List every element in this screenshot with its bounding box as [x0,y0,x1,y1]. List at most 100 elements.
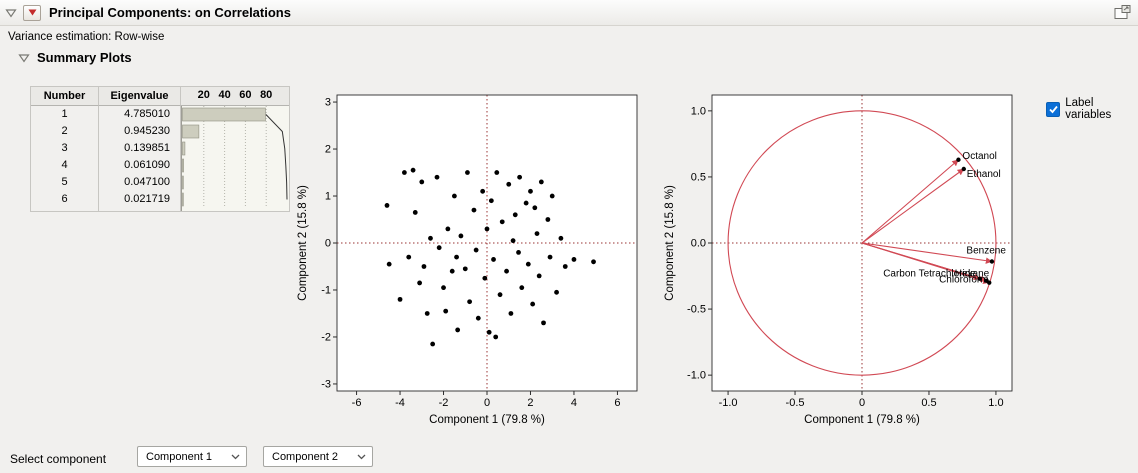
score-point[interactable] [516,249,521,255]
score-point[interactable] [554,289,559,295]
loading-point[interactable] [961,166,966,172]
score-point[interactable] [471,207,477,213]
open-window-icon[interactable] [1114,5,1131,20]
score-point[interactable] [412,210,418,215]
score-point[interactable] [465,170,470,175]
x-tick-label: -4 [395,397,405,409]
disclosure-triangle-icon[interactable] [5,8,17,18]
score-point[interactable] [547,254,553,260]
score-point[interactable] [525,261,531,267]
score-point[interactable] [494,170,500,175]
eigen-percent-chart [181,106,289,211]
x-axis-title: Component 1 (79.8 %) [804,414,920,426]
score-point[interactable] [430,341,436,347]
score-point[interactable] [571,257,577,262]
score-point[interactable] [406,254,412,260]
score-point[interactable] [504,268,509,274]
score-point[interactable] [549,193,555,199]
score-point[interactable] [506,181,512,187]
report-titlebar: Principal Components: on Correlations [0,0,1138,26]
score-point[interactable] [534,231,540,237]
score-point[interactable] [417,280,423,286]
score-point[interactable] [508,311,514,316]
score-point[interactable] [397,296,403,302]
score-point[interactable] [475,315,481,321]
label-variables-checkbox[interactable]: Label variables [1046,97,1138,121]
score-point[interactable] [454,254,459,260]
y-tick-label: -3 [321,378,331,390]
score-point[interactable] [486,329,492,335]
score-point[interactable] [532,205,538,211]
score-point[interactable] [517,174,523,180]
score-point[interactable] [536,273,542,279]
score-point[interactable] [451,193,457,199]
loading-label: Octanol [962,151,996,162]
score-point[interactable] [562,264,568,269]
component-2-dropdown[interactable]: Component 2 [263,446,373,467]
y-tick-label: 0.5 [691,171,706,183]
score-point[interactable] [445,226,451,232]
loading-point[interactable] [989,259,995,264]
eigen-scale-tick: 80 [260,89,273,101]
score-point[interactable] [428,235,433,241]
score-point[interactable] [519,285,525,291]
summary-plots-header: Summary Plots [18,50,132,65]
y-axis-title: Component 2 (15.8 %) [297,185,309,301]
score-point[interactable] [443,308,449,314]
score-point[interactable] [473,247,479,253]
loading-point[interactable] [987,280,992,285]
loading-label: Benzene [966,246,1006,257]
checkbox-checked-icon[interactable] [1046,101,1061,117]
loading-label: Ethanol [967,169,1001,180]
score-point[interactable] [538,179,544,185]
score-point[interactable] [434,174,440,180]
loading-arrow [861,168,965,244]
eigen-number-cell: 5 [61,176,68,188]
summary-plots-title: Summary Plots [37,50,132,65]
score-point[interactable] [449,268,455,274]
score-point[interactable] [462,266,468,272]
loading-point[interactable] [956,157,961,162]
score-point[interactable] [499,219,505,225]
score-point[interactable] [523,200,529,206]
red-triangle-menu-button[interactable] [23,4,41,21]
score-point[interactable] [591,259,596,265]
eigen-number-cell: 4 [61,159,68,171]
score-point[interactable] [491,257,496,262]
score-point[interactable] [558,235,564,241]
score-point[interactable] [530,301,536,307]
y-axis-title: Component 2 (15.8 %) [664,185,676,301]
score-point[interactable] [512,212,518,218]
chevron-down-icon [231,451,240,463]
score-point[interactable] [419,179,425,185]
score-point[interactable] [458,233,464,239]
score-point[interactable] [401,170,407,175]
score-point[interactable] [441,285,446,291]
score-point[interactable] [436,245,442,251]
summary-disclosure-triangle-icon[interactable] [18,53,30,63]
score-point[interactable] [467,299,473,305]
eigen-percent-bar [182,141,186,156]
score-point[interactable] [384,203,390,208]
score-point[interactable] [484,226,490,232]
score-point[interactable] [421,264,427,269]
score-point[interactable] [488,198,494,204]
score-point[interactable] [410,167,416,173]
score-point[interactable] [482,275,488,281]
eigen-percent-bar [182,175,184,190]
score-point[interactable] [493,334,499,340]
score-point[interactable] [424,311,430,316]
score-point[interactable] [510,238,516,244]
eigen-percent-bar [182,124,200,139]
score-point[interactable] [545,217,551,222]
component-1-dropdown[interactable]: Component 1 [137,446,247,467]
score-point[interactable] [480,188,486,194]
loading-point[interactable] [977,276,983,281]
eigen-percent-bar [182,192,184,207]
score-point[interactable] [386,261,392,267]
score-point[interactable] [497,292,503,298]
score-point[interactable] [541,320,546,326]
score-point[interactable] [455,327,461,333]
y-tick-label: -2 [321,331,331,343]
score-point[interactable] [528,188,533,194]
